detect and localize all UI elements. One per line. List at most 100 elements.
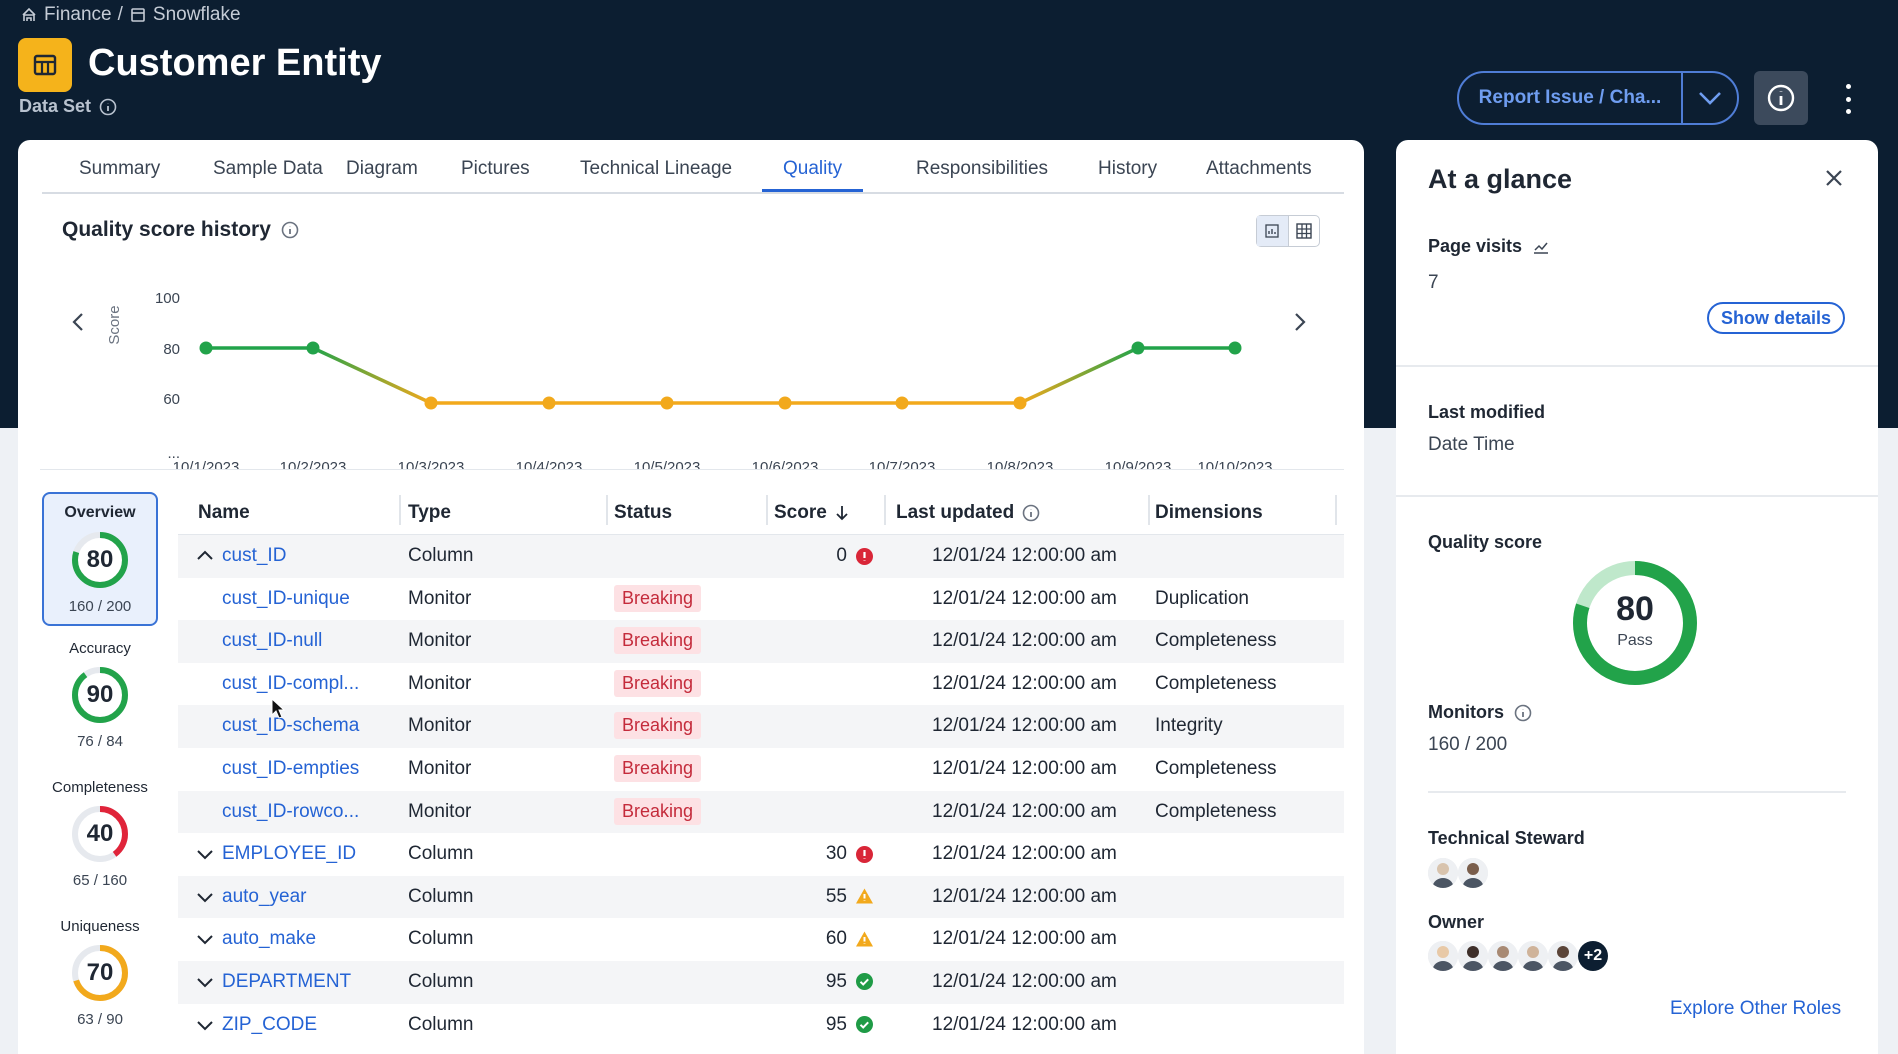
chevron-up-icon[interactable] <box>196 548 214 564</box>
data-point[interactable] <box>895 396 909 410</box>
info-icon[interactable] <box>281 221 299 239</box>
row-name-link[interactable]: cust_ID <box>222 545 287 566</box>
row-type: Monitor <box>408 587 472 609</box>
table-row[interactable]: auto_year Column 55 12/01/24 12:00:00 am <box>178 875 1344 919</box>
table-row[interactable]: cust_ID-rowco... Monitor Breaking 12/01/24 … <box>178 790 1344 834</box>
data-point[interactable] <box>778 396 792 410</box>
table-row[interactable]: cust_ID-schema Monitor Breaking 12/01/24 12… <box>178 705 1344 748</box>
report-issue-button[interactable]: Report Issue / Cha... <box>1478 87 1662 108</box>
row-dimension: Completeness <box>1155 630 1277 652</box>
grid-icon <box>1296 223 1312 239</box>
column-header-name[interactable]: Name <box>198 502 250 523</box>
scorecard-accuracy[interactable]: Accuracy 90 76 / 84 <box>42 630 158 760</box>
table-view-button[interactable] <box>1289 216 1320 246</box>
info-button[interactable] <box>1754 71 1808 125</box>
chart-next-arrow-icon[interactable] <box>1295 313 1306 331</box>
row-name-link[interactable]: auto_year <box>222 885 307 907</box>
row-name-link[interactable]: ZIP_CODE <box>222 1013 318 1035</box>
column-header-dimensions[interactable]: Dimensions <box>1155 502 1263 523</box>
data-point[interactable] <box>660 396 674 410</box>
column-header-status[interactable]: Status <box>614 502 673 523</box>
data-point[interactable] <box>1228 341 1242 355</box>
row-name-link[interactable]: EMPLOYEE_ID <box>222 843 357 865</box>
tab-responsibilities[interactable]: Responsibilities <box>916 158 1049 179</box>
avatar[interactable] <box>1548 941 1578 971</box>
more-owners-badge[interactable]: +2 <box>1578 941 1608 971</box>
table-row[interactable]: ZIP_CODE Column 95 12/01/24 12:00:00 am <box>178 1004 1344 1047</box>
chevron-down-icon[interactable] <box>196 974 214 990</box>
breadcrumb-source[interactable]: Snowflake <box>152 4 241 25</box>
scorecard-completeness[interactable]: Completeness 40 65 / 160 <box>42 769 158 899</box>
table-row[interactable]: cust_ID-null Monitor Breaking 12/01/24 12:0… <box>178 620 1344 663</box>
avatar[interactable] <box>1428 858 1458 888</box>
data-point[interactable] <box>1131 341 1145 355</box>
column-header-score-label: Score <box>774 502 827 523</box>
data-point[interactable] <box>424 396 438 410</box>
row-name-link[interactable]: cust_ID-null <box>222 630 323 652</box>
avatar[interactable] <box>1518 941 1548 971</box>
scorecard-overview[interactable]: Overview 80 160 / 200 <box>42 492 158 626</box>
table-row[interactable]: cust_ID Column 0 12/01/24 12:00:00 am <box>178 535 1344 578</box>
row-name-link[interactable]: DEPARTMENT <box>222 970 352 992</box>
tab-history[interactable]: History <box>1098 158 1158 179</box>
more-options-button[interactable] <box>1836 84 1860 114</box>
chevron-down-icon[interactable] <box>196 1017 214 1033</box>
table-row[interactable]: auto_make Column 60 12/01/24 12:00:00 am <box>178 918 1344 961</box>
chevron-down-icon[interactable] <box>196 931 214 947</box>
tab-technical-lineage[interactable]: Technical Lineage <box>580 158 733 179</box>
column-header-last-updated[interactable]: Last updated <box>896 502 1040 524</box>
avatar[interactable] <box>1428 941 1458 971</box>
avatar[interactable] <box>1458 858 1488 888</box>
chart-view-button[interactable] <box>1257 216 1289 246</box>
row-name-link[interactable]: cust_ID-empties <box>222 757 360 779</box>
domain-icon <box>22 7 36 21</box>
report-dropdown-toggle[interactable] <box>1681 73 1737 123</box>
table-row[interactable]: DEPARTMENT Column 95 12/01/24 12:00:00 am <box>178 960 1344 1004</box>
chart-prev-arrow-icon[interactable] <box>72 313 83 331</box>
explore-other-roles-link[interactable]: Explore Other Roles <box>1670 998 1842 1019</box>
tab-attachments[interactable]: Attachments <box>1206 158 1312 179</box>
sort-descending-icon[interactable] <box>835 505 849 521</box>
column-header-type[interactable]: Type <box>408 502 451 523</box>
avatar[interactable] <box>1458 941 1488 971</box>
data-point[interactable] <box>199 341 213 355</box>
row-name-link[interactable]: cust_ID-rowco... <box>222 800 360 822</box>
close-icon[interactable] <box>1824 168 1844 188</box>
tab-sample-data[interactable]: Sample Data <box>213 158 323 179</box>
row-last-updated: 12/01/24 12:00:00 am <box>932 715 1117 737</box>
avatar[interactable] <box>1488 941 1518 971</box>
breadcrumb-domain[interactable]: Finance <box>44 4 112 25</box>
table-row[interactable]: cust_ID-compl... Monitor Breaking 12/01/24 … <box>178 663 1344 706</box>
tab-quality[interactable]: Quality <box>761 158 864 192</box>
show-details-button[interactable]: Show details <box>1707 302 1845 334</box>
owner-label: Owner <box>1428 912 1485 932</box>
quality-table: Name Type Status Score Last updated Dime… <box>178 487 1344 1046</box>
x-tick-label: 10/7/2023 <box>869 459 936 470</box>
info-icon[interactable] <box>1022 504 1040 522</box>
info-icon[interactable] <box>99 98 117 116</box>
chevron-down-icon[interactable] <box>196 889 214 905</box>
column-header-score[interactable]: Score <box>774 502 849 524</box>
tab-bar: Summary Sample Data Diagram Pictures Tec… <box>42 140 1344 194</box>
y-tick-label: ... <box>167 445 180 462</box>
data-point[interactable] <box>542 396 556 410</box>
tab-pictures[interactable]: Pictures <box>461 158 530 179</box>
person-icon <box>1428 941 1458 971</box>
row-score-value: 95 <box>825 1013 847 1035</box>
info-icon[interactable] <box>1514 704 1532 722</box>
tab-summary[interactable]: Summary <box>79 158 161 179</box>
table-row[interactable]: EMPLOYEE_ID Column 30 12/01/24 12:00:00 am <box>178 833 1344 876</box>
series-line-segment <box>1019 346 1139 405</box>
tab-diagram[interactable]: Diagram <box>346 158 418 179</box>
table-row[interactable]: cust_ID-empties Monitor Breaking 12/01/24 1… <box>178 748 1344 791</box>
main-card: Summary Sample Data Diagram Pictures Tec… <box>18 140 1364 1054</box>
row-name-link[interactable]: auto_make <box>222 928 317 950</box>
data-point[interactable] <box>1013 396 1027 410</box>
scorecard-uniqueness[interactable]: Uniqueness 70 63 / 90 <box>42 908 158 1038</box>
row-name-link[interactable]: cust_ID-compl... <box>222 672 360 694</box>
table-row[interactable]: cust_ID-unique Monitor Breaking 12/01/24 12… <box>178 578 1344 621</box>
data-point[interactable] <box>306 341 320 355</box>
row-name-link[interactable]: cust_ID-unique <box>222 587 350 609</box>
row-name-link[interactable]: cust_ID-schema <box>222 715 360 737</box>
chevron-down-icon[interactable] <box>196 846 214 862</box>
